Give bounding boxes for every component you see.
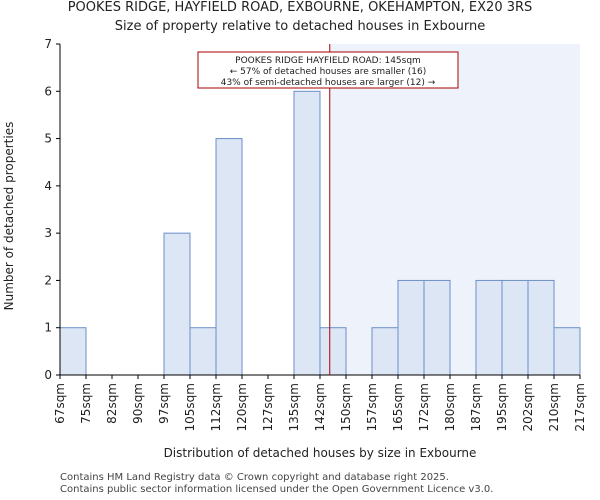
bar-187sqm [475,279,503,376]
x-tick-label-82sqm: 82sqm [105,383,119,424]
bar-142sqm [319,327,347,376]
x-tick-label-97sqm: 97sqm [157,383,171,424]
annotation-line-3: 43% of semi-detached houses are larger (… [221,78,436,88]
bar-105sqm [189,327,217,376]
bar-165sqm [397,279,425,376]
bar-112sqm [215,138,243,376]
x-tick-label-135sqm: 135sqm [287,383,301,431]
x-tick-label-157sqm: 157sqm [365,383,379,431]
x-tick-label-142sqm: 142sqm [313,383,327,431]
bar-135sqm [293,90,321,376]
x-axis-label: Distribution of detached houses by size … [164,446,477,460]
x-tick-label-120sqm: 120sqm [235,383,249,431]
bar-210sqm [553,327,581,376]
footer-copyright: Contains HM Land Registry data © Crown c… [60,472,449,483]
x-tick-label-210sqm: 210sqm [547,383,561,431]
annotation-line-2: ← 57% of detached houses are smaller (16… [230,67,427,77]
annotation-line-1: POOKES RIDGE HAYFIELD ROAD: 145sqm [235,56,421,66]
chart-subtitle: Size of property relative to detached ho… [114,19,486,34]
y-tick-label-4: 4 [44,179,52,193]
x-tick-label-180sqm: 180sqm [443,383,457,431]
x-tick-label-195sqm: 195sqm [495,383,509,431]
x-tick-label-105sqm: 105sqm [183,383,197,431]
x-tick-label-75sqm: 75sqm [79,383,93,424]
y-tick-label-0: 0 [44,368,52,382]
y-tick-label-1: 1 [44,321,52,335]
plot-area: 0 1 2 3 4 5 6 7 67sqm 75sqm 82sqm 90sqm 97sqm 105sqm 1… [44,37,587,431]
y-tick-label-7: 7 [44,37,52,51]
y-tick-label-2: 2 [44,273,52,287]
annotation-box [197,51,459,89]
bar-195sqm [501,279,529,376]
x-tick-label-172sqm: 172sqm [417,383,431,431]
x-tick-label-67sqm: 67sqm [53,383,67,424]
y-tick-label-3: 3 [44,226,52,240]
y-tick-label-5: 5 [44,132,52,146]
x-tick-label-165sqm: 165sqm [391,383,405,431]
footer-licence: Contains public sector information licen… [60,484,494,495]
x-tick-label-217sqm: 217sqm [573,383,587,431]
x-tick-label-112sqm: 112sqm [209,383,223,431]
x-tick-label-202sqm: 202sqm [521,383,535,431]
x-tick-label-150sqm: 150sqm [339,383,353,431]
bar-157sqm [371,327,399,376]
bar-67sqm [59,327,87,376]
x-tick-label-127sqm: 127sqm [261,383,275,431]
x-tick-label-90sqm: 90sqm [131,383,145,424]
bar-202sqm [527,279,555,376]
y-tick-label-6: 6 [44,84,52,98]
chart-title: POOKES RIDGE, HAYFIELD ROAD, EXBOURNE, O… [67,0,533,15]
x-tick-label-187sqm: 187sqm [469,383,483,431]
bar-chart: 0 1 2 3 4 5 6 7 67sqm 75sqm 82sqm 90sqm 97sqm 105sqm 1… [2,37,587,460]
bar-172sqm [423,279,451,376]
y-axis-label: Number of detached properties [2,122,16,311]
bar-97sqm [163,232,191,376]
